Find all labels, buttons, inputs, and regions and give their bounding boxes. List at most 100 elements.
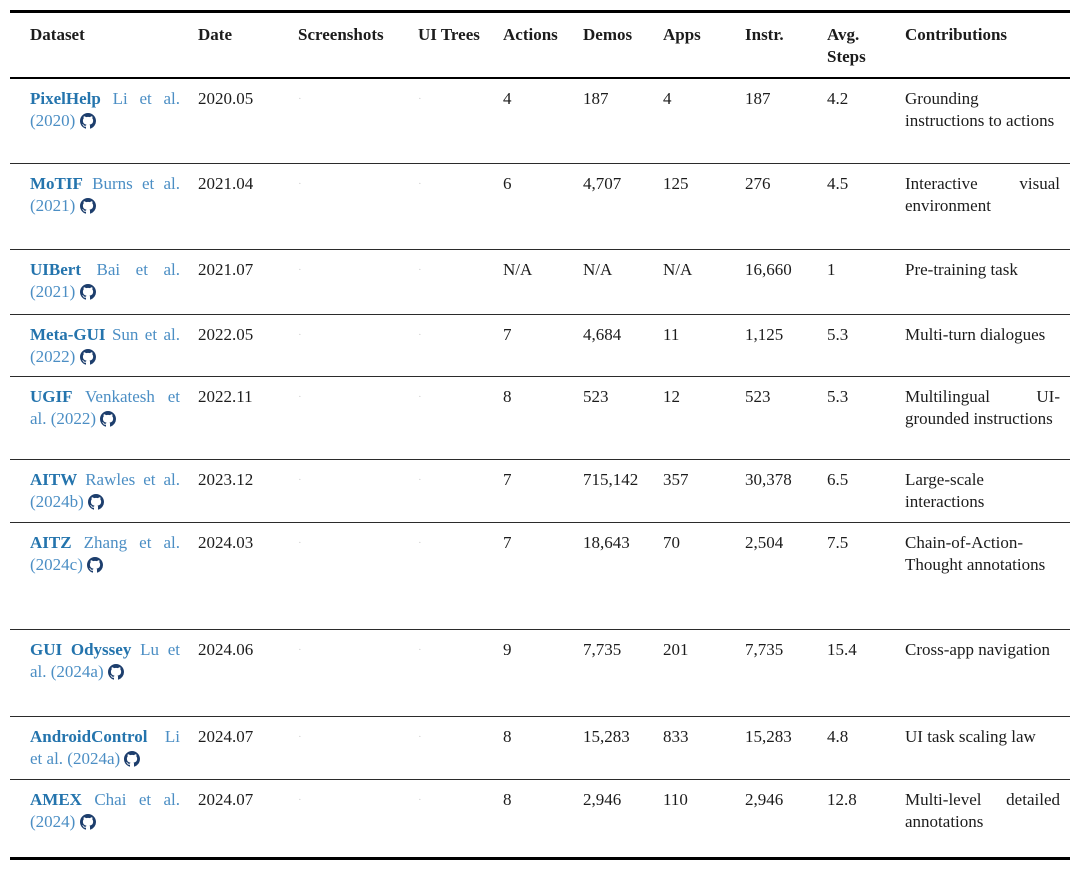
demos-cell: 18,643 [583,522,663,630]
github-icon[interactable] [88,491,105,513]
apps-cell: 70 [663,522,745,630]
date-cell: 2024.03 [198,522,298,630]
actions-cell: 4 [503,78,583,164]
screenshots-cell: · [298,716,418,780]
demos-cell: 15,283 [583,716,663,780]
demos-cell: 187 [583,78,663,164]
github-icon[interactable] [79,195,96,217]
dataset-citation-link[interactable]: Sun et al. (2022) [30,324,180,366]
apps-value: 11 [663,324,680,344]
dataset-citation-link[interactable]: Venkatesh et al. (2022) [30,386,180,428]
instr-cell: 276 [745,163,827,250]
instr-value: 2,946 [745,789,784,809]
contributions-cell: Multilingual UI-grounded instructions [905,376,1070,460]
github-icon[interactable] [87,554,104,576]
dataset-cell: UIBert Bai et al. (2021) [10,249,198,315]
dataset-citation-link[interactable]: Rawles et al. (2024b) [30,469,180,511]
github-icon[interactable] [107,661,124,683]
table-row: AMEX Chai et al. (2024) 2024.07 · · 8 2,… [10,779,1070,860]
github-icon[interactable] [100,408,117,430]
contributions-text: Pre-training task [905,259,1018,279]
dataset-citation-link[interactable]: Lu et al. (2024a) [30,639,181,681]
apps-value: 70 [663,532,680,552]
dataset-cell: GUI Odyssey Lu et al. (2024a) [10,629,198,717]
date-value: 2021.07 [198,259,254,279]
contributions-cell: Pre-training task [905,249,1070,315]
github-icon[interactable] [79,110,96,132]
demos-cell: 4,684 [583,314,663,377]
demos-value: 4,707 [583,173,622,193]
apps-value: 357 [663,469,689,489]
actions-cell: 8 [503,779,583,860]
demos-cell: 2,946 [583,779,663,860]
github-icon[interactable] [124,748,141,770]
demos-value: 7,735 [583,639,622,659]
ui-trees-cell: · [418,314,503,377]
ui-trees-mark: · [418,793,422,806]
ui-trees-mark: · [418,536,422,549]
ui-trees-mark: · [418,263,422,276]
date-value: 2024.06 [198,639,254,659]
demos-value: 715,142 [583,469,639,489]
actions-value: 8 [503,386,512,406]
avg-steps-value: 4.8 [827,726,849,746]
dataset-citation-link[interactable]: Bai et al. (2021) [30,259,180,301]
dataset-cell: AITW Rawles et al. (2024b) [10,459,198,523]
contributions-cell: Grounding instructions to actions [905,78,1070,164]
screenshots-mark: · [298,643,302,656]
contributions-text: Multi-turn dialogues [905,324,1046,344]
demos-cell: 523 [583,376,663,460]
date-cell: 2021.07 [198,249,298,315]
screenshots-mark: · [298,730,302,743]
apps-cell: 110 [663,779,745,860]
actions-cell: 7 [503,459,583,523]
ui-trees-cell: · [418,629,503,717]
dataset-name: AITZ [30,532,72,552]
dataset-name: AndroidControl [30,726,148,746]
github-icon[interactable] [79,811,96,833]
dataset-cell: MoTIF Burns et al. (2021) [10,163,198,250]
screenshots-mark: · [298,793,302,806]
table-row: AITW Rawles et al. (2024b) 2023.12 · · 7… [10,459,1070,523]
col-header-dataset: Dataset [10,11,198,79]
ui-trees-mark: · [418,730,422,743]
dataset-cell: AndroidControl Li et al. (2024a) [10,716,198,780]
dataset-citation-link[interactable]: Li et al. (2020) [30,89,180,130]
dataset-cell: AITZ Zhang et al. (2024c) [10,522,198,630]
instr-value: 187 [745,89,771,108]
dataset-citation-link[interactable]: Burns et al. (2021) [30,173,180,215]
date-value: 2024.07 [198,789,254,809]
ui-trees-mark: · [418,177,422,190]
contributions-text: Chain-of-Action-Thought annotations [905,532,1046,574]
dataset-citation-link[interactable]: Li et al. (2024a) [30,726,180,768]
screenshots-cell: · [298,376,418,460]
apps-cell: 4 [663,78,745,164]
dataset-citation-link[interactable]: Chai et al. (2024) [30,789,180,831]
ui-trees-cell: · [418,522,503,630]
col-header-demos: Demos [583,11,663,79]
github-icon[interactable] [79,346,96,368]
instr-value: 16,660 [745,259,792,279]
table-row: AITZ Zhang et al. (2024c) 2024.03 · · 7 … [10,522,1070,630]
date-cell: 2024.07 [198,779,298,860]
screenshots-cell: · [298,779,418,860]
avg-steps-value: 4.2 [827,89,849,108]
ui-trees-mark: · [418,390,422,403]
avg-steps-value: 6.5 [827,469,849,489]
avg-steps-cell: 4.8 [827,716,905,780]
github-icon[interactable] [79,281,96,303]
avg-steps-cell: 4.2 [827,78,905,164]
screenshots-mark: · [298,93,302,105]
contributions-text: Multi-level detailed annotations [905,789,1060,831]
ui-trees-cell: · [418,163,503,250]
date-cell: 2024.06 [198,629,298,717]
screenshots-mark: · [298,473,302,486]
contributions-cell: Chain-of-Action-Thought annotations [905,522,1070,630]
header-row: Dataset Date Screenshots UI Trees Action… [10,11,1070,79]
dataset-citation-link[interactable]: Zhang et al. (2024c) [30,532,181,574]
apps-value: 833 [663,726,689,746]
apps-value: 4 [663,89,672,108]
actions-cell: 7 [503,314,583,377]
date-value: 2022.11 [198,386,253,406]
apps-cell: N/A [663,249,745,315]
